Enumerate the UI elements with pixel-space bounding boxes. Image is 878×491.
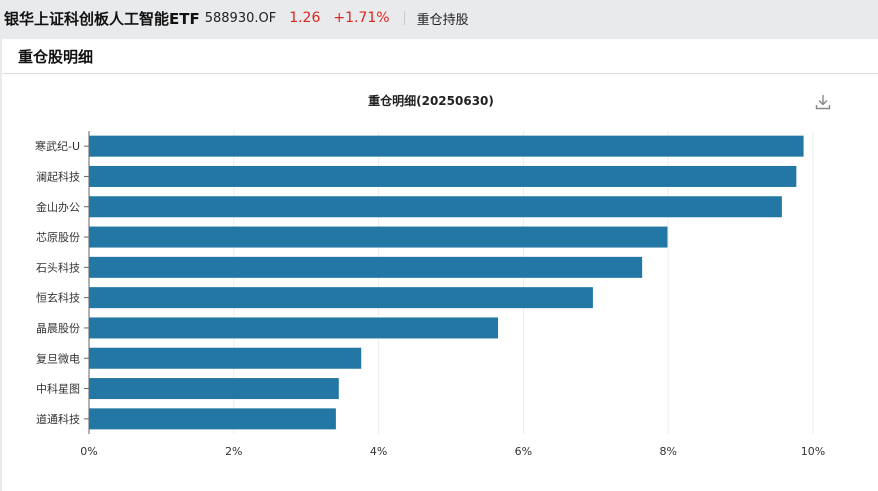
fund-price: 1.26	[289, 10, 321, 26]
y-tick-label: 寒武纪-U	[35, 139, 80, 153]
fund-name: 银华上证科创板人工智能ETF	[4, 9, 200, 28]
y-tick-label: 晶晨股份	[36, 322, 80, 335]
bar[interactable]	[89, 165, 797, 187]
panel-header: 重仓股明细	[2, 39, 878, 74]
y-tick-label: 复旦微电	[36, 351, 80, 365]
panel-title: 重仓股明细	[18, 47, 94, 66]
top-bar: 银华上证科创板人工智能ETF 588930.OF 1.26 +1.71% 重仓持…	[0, 0, 878, 36]
fund-code: 588930.OF	[204, 10, 277, 26]
y-tick-label: 澜起科技	[36, 169, 80, 183]
x-tick-label: 6%	[515, 445, 532, 458]
bar[interactable]	[89, 287, 593, 309]
bar[interactable]	[89, 408, 336, 430]
divider	[403, 11, 405, 25]
bar[interactable]	[89, 378, 339, 400]
bar[interactable]	[89, 196, 782, 218]
bar[interactable]	[89, 226, 668, 248]
y-tick-label: 金山办公	[36, 200, 80, 214]
download-icon[interactable]	[814, 93, 832, 111]
bar[interactable]	[89, 256, 643, 278]
x-tick-label: 8%	[659, 445, 676, 458]
bar[interactable]	[89, 347, 362, 369]
y-tick-label: 道通科技	[36, 412, 80, 426]
fund-change: +1.71%	[333, 10, 390, 26]
y-tick-label: 恒玄科技	[36, 291, 80, 305]
x-tick-label: 10%	[801, 445, 825, 458]
bar[interactable]	[89, 135, 804, 157]
y-tick-label: 石头科技	[36, 260, 80, 274]
x-tick-label: 4%	[370, 445, 387, 458]
bar[interactable]	[89, 317, 499, 339]
x-tick-label: 0%	[80, 445, 97, 458]
chart-title: 重仓明细(20250630)	[368, 94, 494, 108]
y-tick-label: 中科星图	[36, 382, 80, 396]
x-tick-label: 2%	[225, 445, 242, 458]
tab-heavy-holdings[interactable]: 重仓持股	[416, 12, 469, 28]
y-tick-label: 芯原股份	[36, 230, 80, 244]
